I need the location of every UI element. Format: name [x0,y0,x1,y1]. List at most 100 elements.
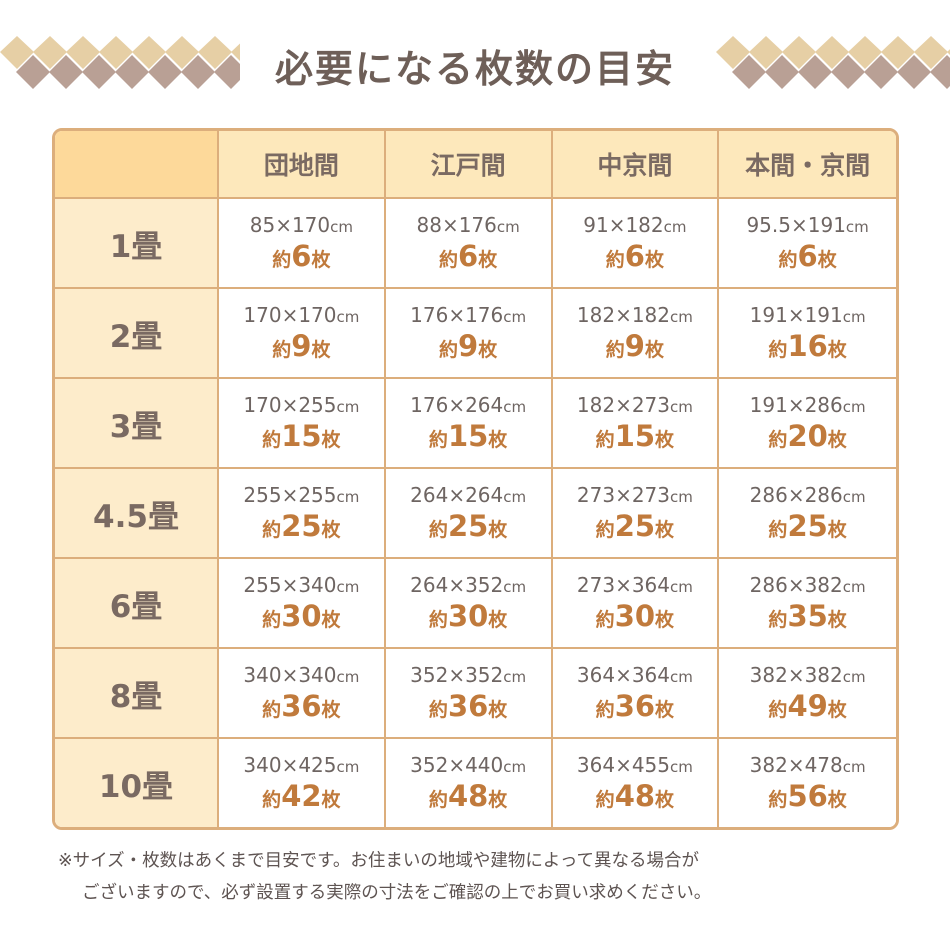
count-text: 約25枚 [386,509,551,543]
unit: cm [670,488,693,506]
count-value: 49 [787,689,828,723]
unit: cm [336,668,360,686]
size-text: 191×191cm [719,303,896,327]
suffix: 枚 [655,429,675,451]
unit: cm [670,308,693,326]
size-text: 340×340cm [219,663,384,687]
size-text: 352×440cm [386,753,551,777]
count-text: 約16枚 [719,329,896,363]
prefix: 約 [262,429,282,451]
diamond-tile [33,36,67,69]
count-text: 約36枚 [219,689,384,723]
prefix: 約 [605,339,625,361]
diamond-tile [947,49,950,55]
prefix: 約 [262,609,282,631]
table-cell: 176×176cm 約9枚 [385,289,553,379]
table-cell: 255×340cm 約30枚 [219,559,386,649]
decorative-tile-pattern-left [0,36,240,89]
suffix: 枚 [478,249,498,271]
suffix: 枚 [488,519,508,541]
diamond-tile [198,36,232,69]
size-value: 264×352 [410,573,504,597]
size-value: 352×352 [410,663,504,687]
count-text: 約25枚 [719,509,896,543]
suffix: 枚 [488,699,508,721]
diamond-tile [66,36,100,69]
size-text: 340×425cm [219,753,384,777]
diamond-tile [831,55,865,89]
count-value: 25 [281,509,322,543]
row-label: 10畳 [55,739,219,827]
size-value: 88×176 [416,213,497,237]
count-value: 16 [787,329,828,363]
suffix: 枚 [321,609,341,631]
suffix: 枚 [321,519,341,541]
size-text: 255×340cm [219,573,384,597]
count-text: 約6枚 [553,239,718,273]
size-value: 182×273 [576,393,670,417]
prefix: 約 [768,519,788,541]
unit: cm [503,758,527,776]
count-value: 25 [447,509,489,543]
suffix: 枚 [311,249,331,271]
size-value: 170×170 [243,303,337,327]
prefix: 約 [768,429,788,451]
size-text: 264×352cm [386,573,551,597]
size-text: 264×264cm [386,483,551,507]
size-value: 364×455 [576,753,670,777]
row-label: 6畳 [55,559,219,649]
prefix: 約 [272,249,292,271]
count-text: 約9枚 [219,329,384,363]
table-row: 8畳 340×340cm 約36枚 352×352cm 約36枚 364×364cm 約36… [55,649,896,739]
diamond-tile [930,55,950,89]
table-cell: 255×255cm 約25枚 [219,469,386,559]
count-text: 約56枚 [719,779,896,813]
diamond-tile [782,36,816,69]
suffix: 枚 [321,699,341,721]
count-value: 56 [787,779,828,813]
diamond-tile [732,55,766,89]
diamond-tile [765,55,799,89]
count-value: 35 [787,599,828,633]
table-cell: 382×382cm 約49枚 [719,649,896,739]
suffix: 枚 [644,339,664,361]
count-value: 36 [614,689,656,723]
size-text: 91×182cm [553,213,718,237]
unit: cm [503,668,527,686]
suffix: 枚 [478,339,498,361]
table-cell: 340×340cm 約36枚 [219,649,386,739]
count-value: 25 [787,509,828,543]
count-value: 15 [281,419,322,453]
suffix: 枚 [827,609,847,631]
suffix: 枚 [488,789,508,811]
suffix: 枚 [655,519,675,541]
size-text: 255×255cm [219,483,384,507]
table-cell: 170×170cm 約9枚 [219,289,386,379]
size-text: 170×170cm [219,303,384,327]
size-value: 340×340 [243,663,337,687]
unit: cm [336,488,360,506]
size-value: 286×382 [749,573,843,597]
suffix: 枚 [827,519,847,541]
diamond-tile [99,36,133,69]
page-title: 必要になる枚数の目安 [274,47,675,91]
suffix: 枚 [644,249,664,271]
count-text: 約6枚 [719,239,896,273]
count-value: 6 [458,239,479,273]
count-value: 30 [281,599,322,633]
size-text: 364×455cm [553,753,718,777]
unit: cm [496,218,520,236]
table-cell: 95.5×191cm 約6枚 [719,199,896,289]
table-cell: 85×170cm 約6枚 [219,199,386,289]
table-cell: 191×286cm 約20枚 [719,379,896,469]
count-value: 25 [614,509,656,543]
decorative-tile-pattern-right [716,36,950,89]
size-value: 176×264 [410,393,504,417]
row-label: 3畳 [55,379,219,469]
diamond-tile [231,43,240,61]
size-value: 170×255 [243,393,337,417]
count-text: 約30枚 [386,599,551,633]
unit: cm [503,398,527,416]
size-text: 176×176cm [386,303,551,327]
prefix: 約 [439,249,459,271]
